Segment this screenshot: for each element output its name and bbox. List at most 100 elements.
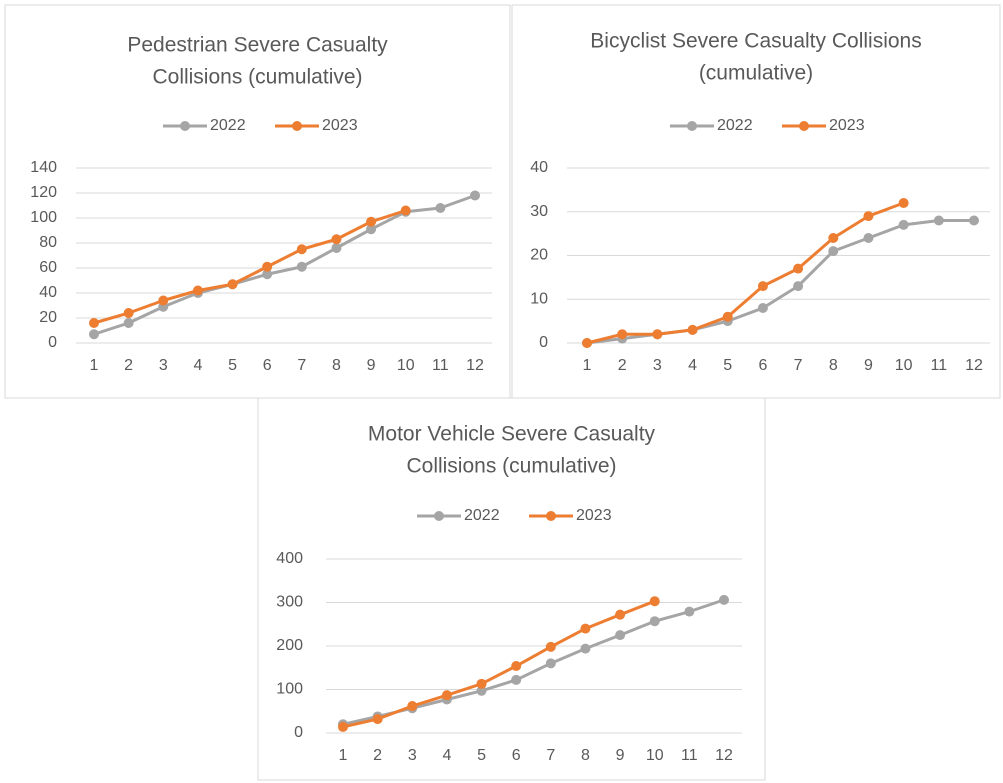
data-point (652, 329, 663, 340)
y-tick-label: 400 (276, 550, 303, 567)
data-point (407, 701, 418, 712)
y-tick-label: 10 (530, 290, 548, 307)
x-tick-label: 1 (90, 357, 99, 374)
x-tick-label: 2 (124, 357, 133, 374)
chart-title: Motor Vehicle Severe Casualty (368, 423, 656, 446)
x-tick-label: 7 (794, 357, 803, 374)
data-point (828, 233, 839, 243)
x-tick-label: 8 (829, 357, 838, 374)
data-point (511, 674, 522, 685)
x-tick-label: 4 (442, 747, 451, 764)
series-line (93, 194, 476, 336)
data-point (687, 324, 698, 335)
x-tick-label: 8 (332, 357, 341, 374)
x-tick-label: 10 (895, 357, 913, 374)
legend-label: 2023 (322, 117, 358, 134)
data-point (793, 263, 804, 274)
data-point (262, 261, 273, 272)
y-tick-label: 140 (30, 159, 57, 176)
x-tick-label: 3 (408, 747, 417, 764)
series-line (586, 201, 905, 345)
data-point (400, 205, 411, 216)
y-tick-label: 300 (276, 594, 303, 611)
data-point (580, 643, 591, 654)
data-point (470, 190, 480, 201)
y-tick-label: 120 (30, 184, 57, 201)
data-point (296, 261, 307, 272)
data-point (757, 281, 768, 292)
data-point (476, 678, 487, 689)
y-tick-label: 60 (39, 259, 57, 276)
x-tick-label: 6 (512, 747, 521, 764)
data-point (898, 219, 909, 230)
data-point (863, 211, 874, 222)
chart-title: Collisions (cumulative) (152, 66, 362, 89)
x-tick-label: 2 (373, 747, 382, 764)
legend-label: 2022 (717, 117, 753, 134)
y-tick-label: 80 (39, 234, 57, 251)
legend-marker (180, 121, 190, 131)
data-point (476, 685, 487, 696)
x-tick-label: 3 (159, 357, 168, 374)
x-tick-label: 10 (397, 357, 415, 374)
x-tick-label: 11 (432, 357, 449, 374)
x-tick-label: 6 (263, 357, 272, 374)
legend-label: 2022 (464, 507, 500, 524)
x-tick-label: 1 (339, 747, 348, 764)
x-tick-label: 8 (581, 747, 590, 764)
data-point (933, 215, 944, 226)
data-point (192, 285, 203, 296)
x-tick-label: 9 (367, 357, 376, 374)
chart-border (257, 397, 766, 781)
x-tick-label: 4 (193, 357, 202, 374)
data-point (615, 630, 626, 641)
data-point (89, 318, 99, 328)
legend-label: 2023 (576, 507, 612, 524)
data-point (757, 303, 768, 313)
series-line (342, 598, 725, 726)
data-point (372, 714, 383, 725)
data-point (828, 246, 839, 257)
series-line (342, 599, 656, 729)
legend-label: 2022 (210, 117, 246, 134)
x-tick-label: 1 (583, 357, 592, 374)
x-tick-label: 6 (758, 357, 767, 374)
legend-marker (546, 511, 556, 521)
x-tick-label: 2 (618, 357, 627, 374)
x-tick-label: 11 (931, 357, 948, 374)
chart-border (4, 4, 511, 399)
x-tick-label: 12 (715, 747, 733, 764)
data-point (227, 279, 238, 290)
legend-marker (687, 121, 697, 131)
legend-marker (292, 121, 302, 131)
y-tick-label: 40 (530, 159, 548, 176)
data-point (262, 269, 273, 280)
data-point (331, 234, 342, 245)
legend-marker (434, 511, 444, 521)
data-point (545, 641, 556, 652)
chart-title: Collisions (cumulative) (406, 455, 616, 478)
x-tick-label: 12 (466, 357, 484, 374)
data-point (158, 295, 169, 306)
data-point (969, 215, 979, 226)
y-tick-label: 0 (48, 334, 57, 351)
data-point (123, 308, 134, 318)
x-tick-label: 3 (653, 357, 662, 374)
data-point (435, 203, 446, 213)
y-tick-label: 20 (39, 309, 57, 326)
data-point (649, 596, 660, 607)
y-tick-label: 30 (530, 203, 548, 220)
data-point (511, 661, 522, 672)
y-tick-label: 20 (530, 247, 548, 264)
x-tick-label: 11 (681, 747, 698, 764)
data-point (366, 216, 377, 227)
series-line (93, 209, 407, 325)
x-tick-label: 9 (616, 747, 625, 764)
y-tick-label: 0 (294, 724, 303, 741)
chart-title: Bicyclist Severe Casualty Collisions (590, 30, 921, 53)
chart-title: (cumulative) (699, 62, 813, 85)
data-point (615, 609, 626, 620)
data-point (617, 329, 628, 340)
series-line (586, 219, 974, 345)
